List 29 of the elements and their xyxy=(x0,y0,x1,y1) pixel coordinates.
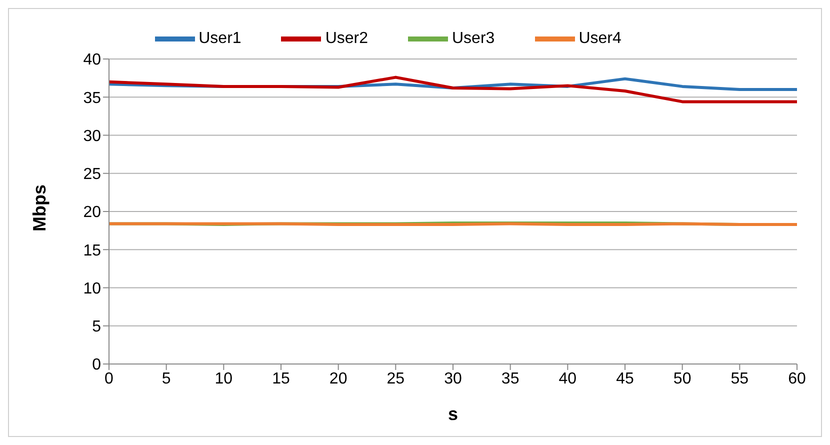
x-tick-label: 40 xyxy=(558,370,577,388)
y-tick-label: 5 xyxy=(92,318,102,336)
x-tick-label: 60 xyxy=(788,370,806,388)
x-tick-label: 15 xyxy=(272,370,290,388)
x-tick-label: 50 xyxy=(673,370,692,388)
legend-label: User3 xyxy=(452,30,495,48)
x-tick-label: 35 xyxy=(501,370,520,388)
y-tick-label: 15 xyxy=(83,242,102,260)
x-tick-label: 10 xyxy=(214,370,233,388)
y-tick-label: 40 xyxy=(83,52,102,69)
y-tick-label: 30 xyxy=(83,128,102,145)
line-series xyxy=(109,76,797,104)
x-tick-label: 25 xyxy=(386,370,405,388)
y-axis-title: Mbps xyxy=(29,184,50,232)
x-tick-label: 5 xyxy=(162,370,171,388)
x-tick-label: 20 xyxy=(329,370,348,388)
x-tick-label: 30 xyxy=(444,370,462,388)
y-tick-label: 20 xyxy=(83,204,102,222)
x-tick-label: 45 xyxy=(616,370,634,388)
x-tick-label: 0 xyxy=(104,370,114,388)
x-axis-title: s xyxy=(448,404,458,424)
legend-label: User2 xyxy=(325,30,368,48)
y-tick-label: 0 xyxy=(92,356,102,374)
x-tick-label: 55 xyxy=(730,370,749,388)
legend-label: User1 xyxy=(198,30,242,48)
y-tick-label: 25 xyxy=(83,166,102,184)
y-tick-label: 10 xyxy=(83,280,102,298)
legend-label: User4 xyxy=(578,30,622,48)
y-tick-label: 35 xyxy=(83,90,102,107)
